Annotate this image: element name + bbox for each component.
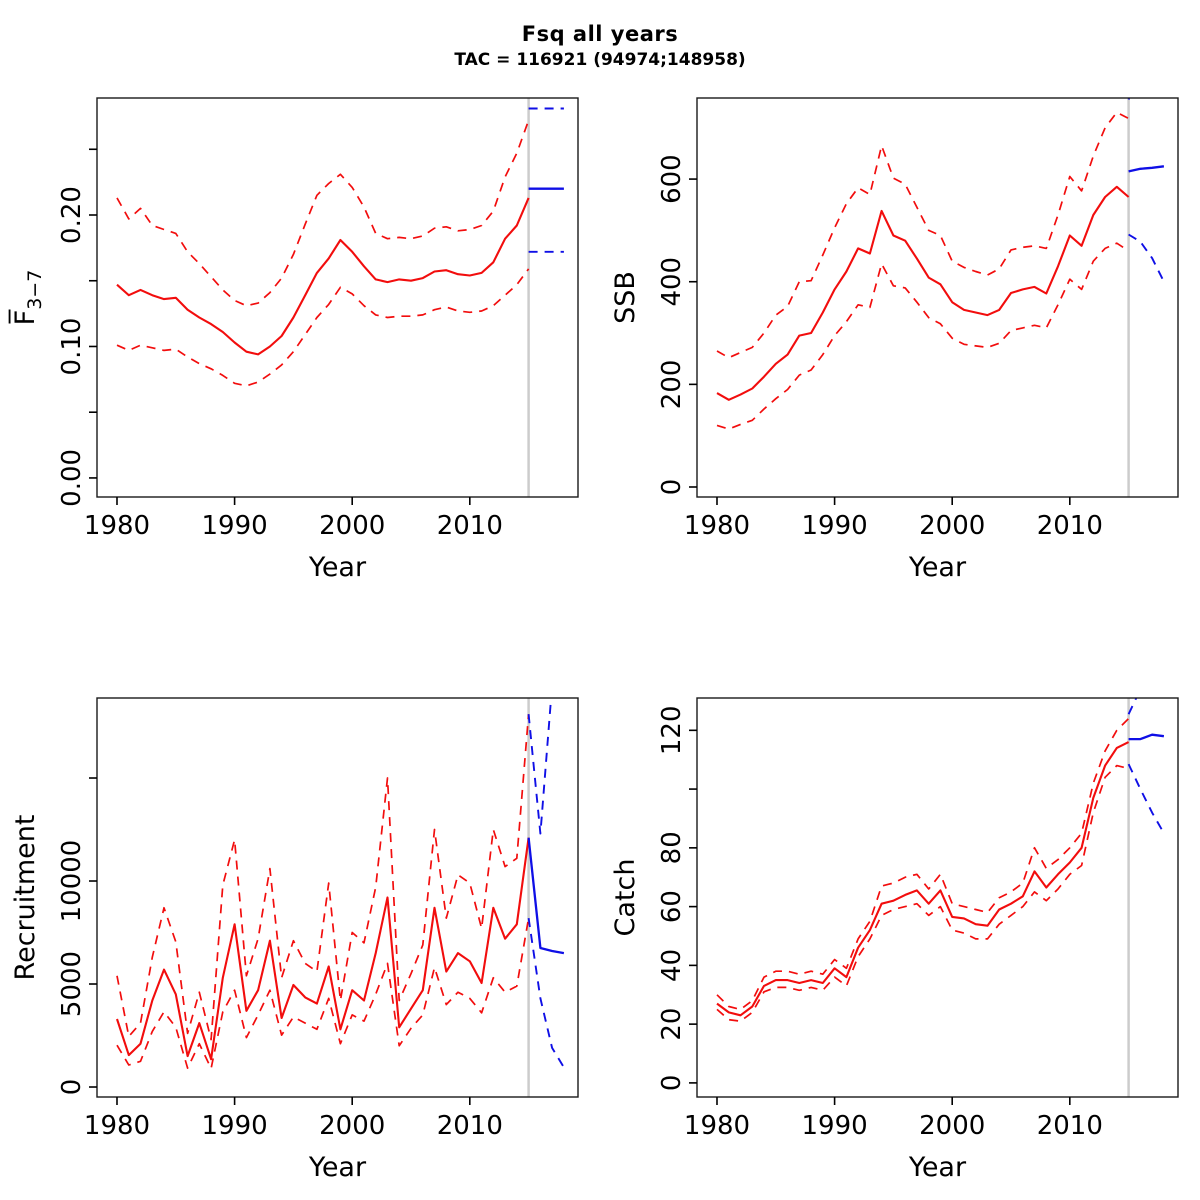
catch-canvas: 1980 1990 2000 2010 Year 0 20 40 60 80 120 Catch (610, 697, 1179, 1183)
ssb-canvas: 1980 1990 2000 2010 Year 0 200 400 600 SSB (610, 97, 1179, 583)
catch-y-axis: 0 20 40 60 80 120 (657, 705, 697, 1091)
recruitment-x-axis-title: Year (308, 1152, 367, 1183)
ssb-lower-ci-line (716, 242, 1130, 430)
catch-x-tick-label: 2000 (919, 1111, 985, 1141)
catch-x-axis: 1980 1990 2000 2010 (684, 1097, 1103, 1141)
fbar-canvas: 1980 1990 2000 2010 Year 0.00 0.10 0.20 F̅3−7 (9, 97, 579, 583)
ssb-plot-border (696, 97, 1179, 498)
recruitment-series-group (116, 698, 565, 1070)
catch-y-tick-label: 0 (657, 1075, 687, 1092)
catch-series-group (716, 698, 1165, 1023)
figure-subtitle: TAC = 116921 (94974;148958) (454, 50, 746, 70)
figure-title: Fsq all years (521, 22, 679, 46)
recruitment-y-tick-label: 5000 (57, 951, 87, 1017)
fbar-x-axis: 1980 1990 2000 2010 (84, 497, 503, 541)
catch-y-tick-label: 40 (657, 949, 687, 982)
recruitment-y-tick-label: 0 (57, 1079, 87, 1096)
fbar-lower-ci-line (116, 268, 530, 387)
recruitment-y-tick-label: 10000 (57, 840, 87, 923)
ssb-x-tick-label: 1980 (684, 511, 750, 541)
recruitment-x-tick-label: 2000 (319, 1111, 385, 1141)
catch-plot-border (696, 697, 1179, 1098)
catch-x-tick-label: 1990 (802, 1111, 868, 1141)
ssb-x-tick-label: 2010 (1037, 511, 1103, 541)
ssb-y-tick-label: 200 (657, 360, 687, 410)
catch-projection-upper-ci-line (1127, 698, 1138, 715)
ssb-series-group (716, 98, 1165, 430)
ssb-y-tick-label: 600 (657, 154, 687, 204)
catch-y-axis-title: Catch (610, 859, 641, 937)
recruitment-x-axis: 1980 1990 2000 2010 (84, 1097, 503, 1141)
fbar-x-tick-label: 2000 (319, 511, 385, 541)
catch-lower-ci-line (716, 764, 1129, 1023)
ssb-x-tick-label: 1990 (802, 511, 868, 541)
ssb-x-tick-label: 2000 (919, 511, 985, 541)
ssb-y-tick-label: 400 (657, 257, 687, 307)
catch-projection-lower-ci-line (1127, 763, 1165, 834)
fbar-x-axis-title: Year (308, 552, 367, 583)
recruitment-y-axis: 0 5000 10000 (57, 777, 97, 1096)
fbar-y-tick-label: 0.00 (57, 449, 87, 507)
recruitment-median-line (116, 837, 530, 1061)
recruitment-projection-upper-ci-line (527, 698, 553, 835)
ssb-median-line (716, 185, 1130, 401)
fbar-y-axis: 0.00 0.10 0.20 (57, 148, 97, 507)
fbar-x-tick-label: 1990 (202, 511, 268, 541)
catch-projection-median-line (1128, 733, 1165, 741)
ssb-x-axis-title: Year (908, 552, 967, 583)
ssb-y-tick-label: 0 (657, 479, 687, 496)
recruitment-x-tick-label: 1990 (202, 1111, 268, 1141)
ssb-projection-median-line (1128, 165, 1165, 173)
ssb-y-axis-title: SSB (610, 271, 641, 324)
catch-y-tick-label: 20 (657, 1008, 687, 1041)
recruitment-projection-median-line (527, 837, 565, 955)
fbar-y-axis-title: F̅3−7 (9, 270, 46, 326)
recruitment-y-axis-title: Recruitment (10, 815, 41, 981)
fbar-series-group (116, 107, 564, 387)
catch-x-tick-label: 2010 (1037, 1111, 1103, 1141)
recruitment-lower-ci-line (116, 917, 530, 1070)
fbar-y-tick-label: 0.20 (57, 186, 87, 244)
catch-x-axis-title: Year (908, 1152, 967, 1183)
fbar-x-tick-label: 2010 (437, 511, 503, 541)
catch-y-tick-label: 80 (657, 831, 687, 864)
ssb-projection-lower-ci-line (1128, 233, 1165, 283)
fbar-plot-border (96, 97, 579, 498)
recruitment-plot-border (96, 697, 579, 1098)
fbar-upper-ci-line (116, 120, 530, 307)
catch-y-tick-label: 120 (657, 705, 687, 755)
catch-median-line (716, 741, 1130, 1017)
fbar-median-line (116, 197, 530, 356)
recruitment-canvas: 1980 1990 2000 2010 Year 0 5000 10000 Recruitmen… (10, 697, 579, 1183)
recruitment-x-tick-label: 1980 (84, 1111, 150, 1141)
figure-header: Fsq all years TAC = 116921 (94974;148958… (0, 0, 1200, 70)
ssb-y-axis: 0 200 400 600 (657, 154, 697, 495)
recruitment-projection-lower-ci-line (527, 917, 565, 1068)
ssb-x-axis: 1980 1990 2000 2010 (684, 497, 1103, 541)
fbar-x-tick-label: 1980 (84, 511, 150, 541)
recruitment-x-tick-label: 2010 (437, 1111, 503, 1141)
fbar-y-tick-label: 0.10 (57, 318, 87, 376)
catch-y-tick-label: 60 (657, 890, 687, 923)
ssb-upper-ci-line (716, 111, 1129, 359)
catch-x-tick-label: 1980 (684, 1111, 750, 1141)
recruitment-upper-ci-line (116, 714, 530, 1041)
